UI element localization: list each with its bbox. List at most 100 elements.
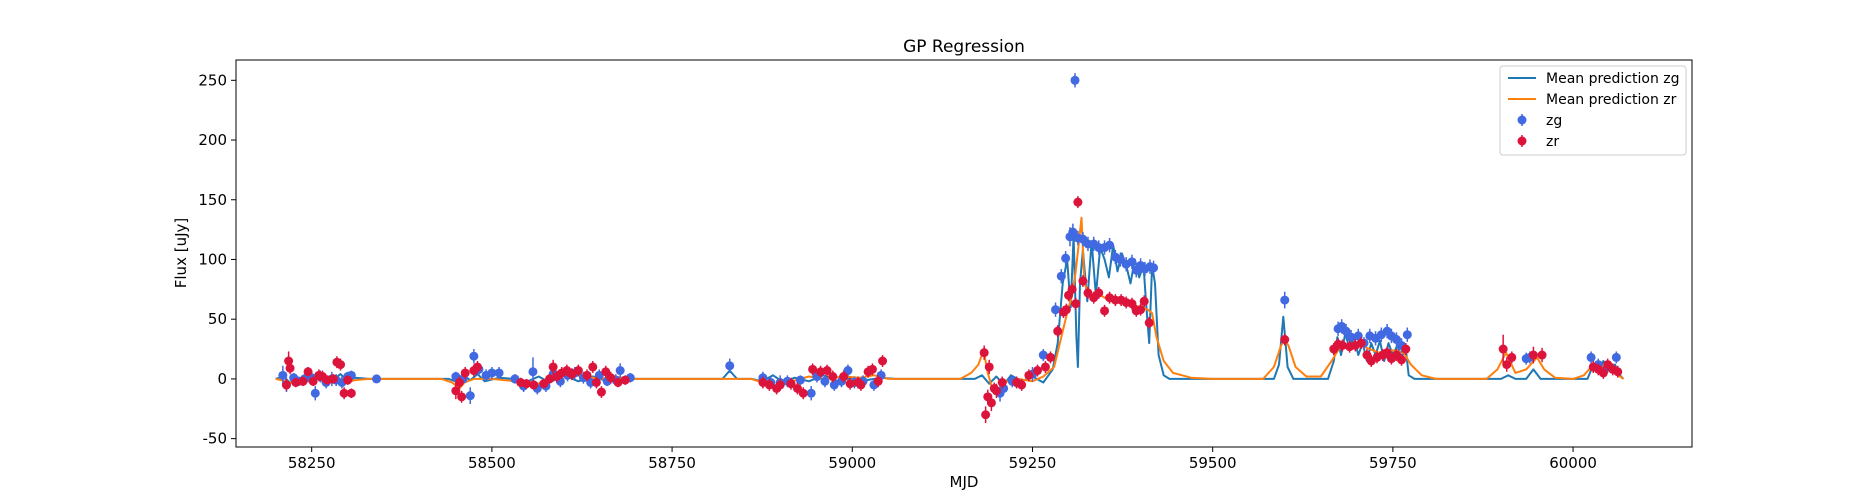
point-marker [795,375,805,385]
point-marker [822,366,832,376]
point-marker [451,386,461,396]
point-marker [465,391,475,401]
data-point-zg [1070,73,1080,88]
point-marker [454,378,464,387]
point-marker [786,379,796,389]
data-point-zr [620,375,630,385]
data-point-zr [845,377,855,390]
data-point-zr [298,376,308,387]
data-point-zr [1397,353,1407,366]
data-point-zg [1402,327,1412,342]
point-marker [573,366,583,376]
data-point-zr [1094,286,1104,299]
data-point-zr [336,358,346,371]
point-marker [1073,197,1083,207]
data-point-zr [613,377,623,388]
data-point-zr [1507,351,1517,364]
data-point-zr [981,406,991,424]
point-marker [856,380,866,390]
point-marker [873,376,883,386]
data-point-zr [1356,337,1366,350]
data-point-zr [529,380,539,390]
point-marker [460,368,470,378]
point-marker [1341,326,1351,336]
point-marker [1537,350,1547,360]
point-marker [1078,276,1088,286]
legend: Mean prediction zg Mean prediction zr zg… [1499,65,1687,156]
data-point-zr [573,364,583,377]
data-point-zr [1017,378,1027,391]
data-point-zr [454,376,464,389]
data-point-zr [545,374,555,384]
point-marker [1045,352,1055,362]
data-point-zg [1346,329,1356,345]
data-point-zr [1024,369,1034,382]
point-marker [1100,306,1110,316]
data-point-zr [986,394,996,412]
point-marker [1586,352,1596,362]
point-marker [596,387,606,397]
data-point-zg [829,378,839,391]
point-marker [545,374,555,384]
point-marker [798,388,808,398]
data-point-zr [596,386,606,399]
data-point-zr [339,387,349,400]
point-marker [764,380,774,390]
legend-label-mean-zr: Mean prediction zr [1546,92,1677,108]
x-tick-label: 58750 [648,454,696,472]
y-tick-label: 100 [198,250,227,268]
point-marker [1033,366,1043,376]
data-point-zr [328,374,338,384]
point-marker [284,356,294,366]
data-point-zr [601,365,611,378]
data-point-zr [775,378,785,391]
data-point-zg [795,375,805,385]
data-point-zr [1401,343,1411,356]
data-point-zr [1337,339,1347,352]
point-marker [303,367,313,377]
point-marker [981,410,991,420]
data-point-zr [1144,316,1154,329]
data-point-zg [1341,323,1351,339]
data-point-zg [487,366,497,379]
legend-label-mean-zg: Mean prediction zg [1546,71,1680,87]
point-marker [997,378,1007,387]
point-marker [1337,340,1347,350]
x-tick-label: 59000 [828,454,876,472]
point-marker [529,380,539,390]
legend-marker-zr [1517,135,1527,147]
point-marker [601,367,611,377]
data-point-zr [828,370,838,383]
data-point-zr [1067,283,1077,296]
point-marker [1507,352,1517,362]
data-point-zg [1391,332,1401,347]
data-point-zg [469,349,479,364]
point-marker [845,379,855,389]
data-point-zr [1040,361,1050,373]
point-marker [1502,360,1512,370]
data-point-zr [822,364,832,377]
data-point-zr [588,361,598,373]
data-point-zr [984,359,994,375]
data-point-zr [867,363,877,376]
data-point-zg [820,375,830,388]
data-point-zr [582,369,592,382]
data-point-zr [1598,366,1608,379]
data-point-zg [615,363,625,378]
x-tick-label: 58500 [468,454,516,472]
data-point-zr [606,371,616,384]
point-marker [1068,227,1078,237]
data-point-zr [1613,365,1623,378]
point-marker [1391,335,1401,344]
data-point-zr [979,345,989,360]
point-marker [1127,257,1137,267]
data-point-zr [521,378,531,389]
data-point-zr [548,359,558,375]
data-point-zr [346,388,356,399]
data-point-zr [856,378,866,391]
point-marker [278,370,288,380]
point-marker [878,356,888,366]
point-marker [343,375,353,385]
data-point-zr [460,366,470,379]
data-point-zr [1100,304,1110,317]
